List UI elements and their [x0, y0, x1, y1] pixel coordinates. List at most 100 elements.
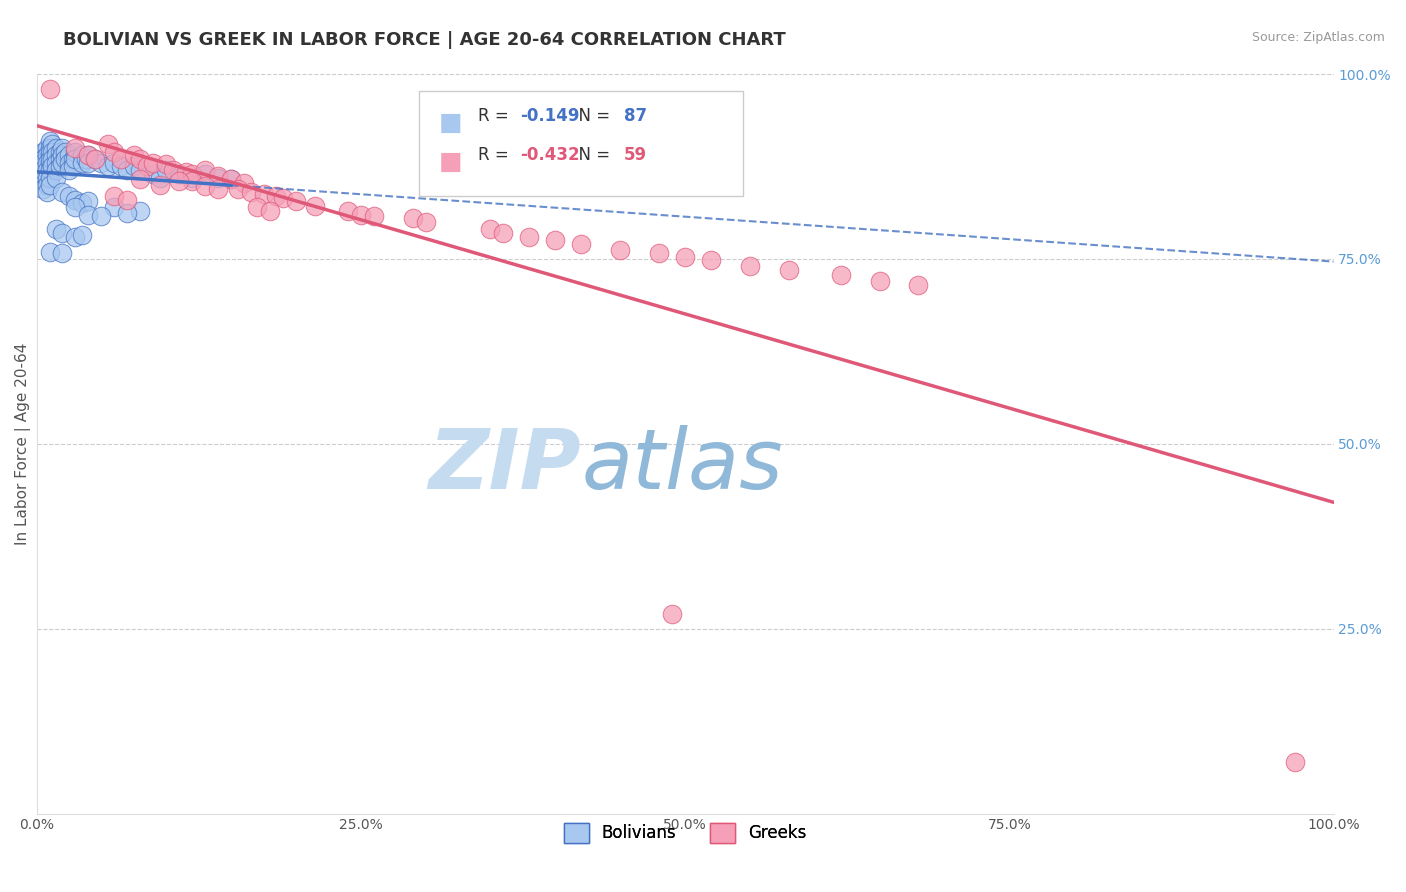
Point — [181, 174, 204, 188]
Point — [32, 163, 55, 178]
Point — [38, 178, 60, 192]
Point — [32, 160, 55, 174]
Point — [32, 167, 55, 181]
Point — [32, 152, 55, 166]
Point — [62, 160, 84, 174]
Text: ■: ■ — [439, 111, 463, 135]
Point — [35, 178, 58, 192]
Point — [142, 155, 165, 169]
Point — [38, 134, 60, 148]
Point — [38, 145, 60, 159]
Point — [167, 174, 190, 188]
Point — [45, 222, 67, 236]
Point — [167, 167, 190, 181]
Point — [181, 170, 204, 185]
Text: N =: N = — [568, 107, 616, 125]
Point — [226, 181, 249, 195]
Point — [103, 155, 125, 169]
Point — [77, 155, 100, 169]
Point — [58, 163, 80, 178]
Point — [304, 199, 326, 213]
Point — [415, 215, 437, 229]
Point — [65, 229, 87, 244]
Point — [49, 160, 72, 174]
Point — [103, 145, 125, 159]
Point — [35, 141, 58, 155]
Point — [155, 157, 177, 171]
Point — [65, 141, 87, 155]
Point — [51, 155, 73, 169]
Point — [35, 155, 58, 169]
Point — [492, 226, 515, 240]
Point — [207, 169, 229, 183]
Point — [32, 174, 55, 188]
Point — [45, 148, 67, 162]
Point — [271, 191, 294, 205]
Point — [35, 148, 58, 162]
Text: R =: R = — [478, 107, 513, 125]
Point — [38, 155, 60, 169]
Point — [869, 274, 891, 288]
Point — [53, 145, 76, 159]
Point — [239, 186, 262, 200]
Point — [38, 170, 60, 185]
Point — [149, 170, 172, 185]
Point — [38, 82, 60, 96]
Point — [77, 148, 100, 162]
Point — [350, 208, 373, 222]
Point — [661, 607, 683, 621]
Point — [49, 145, 72, 159]
Point — [38, 244, 60, 259]
Point — [194, 167, 217, 181]
Point — [117, 163, 139, 178]
Point — [41, 160, 63, 174]
Point — [41, 145, 63, 159]
Point — [65, 200, 87, 214]
Point — [569, 237, 592, 252]
Point — [117, 193, 139, 207]
Point — [519, 229, 541, 244]
Point — [51, 226, 73, 240]
Point — [65, 152, 87, 166]
Text: 59: 59 — [624, 146, 647, 164]
Text: ZIP: ZIP — [429, 425, 581, 507]
Point — [65, 145, 87, 159]
Point — [402, 211, 425, 226]
Point — [336, 203, 359, 218]
Point — [58, 189, 80, 203]
Point — [219, 172, 242, 186]
Point — [84, 152, 107, 166]
Point — [70, 228, 93, 243]
Point — [233, 177, 256, 191]
Point — [648, 246, 671, 260]
Point — [778, 263, 800, 277]
Point — [122, 148, 145, 162]
Point — [700, 253, 723, 268]
Point — [70, 196, 93, 211]
Point — [97, 137, 120, 152]
Point — [35, 186, 58, 200]
Text: BOLIVIAN VS GREEK IN LABOR FORCE | AGE 20-64 CORRELATION CHART: BOLIVIAN VS GREEK IN LABOR FORCE | AGE 2… — [63, 31, 786, 49]
Point — [246, 200, 269, 214]
Point — [174, 164, 197, 178]
Point — [77, 208, 100, 222]
Point — [162, 163, 184, 178]
Point — [103, 200, 125, 214]
Point — [149, 178, 172, 192]
Point — [181, 167, 204, 181]
Point — [207, 181, 229, 195]
Point — [45, 163, 67, 178]
Point — [62, 152, 84, 166]
Point — [129, 152, 152, 166]
Point — [738, 260, 761, 274]
Point — [110, 160, 132, 174]
Point — [907, 277, 929, 292]
Legend: Bolivians, Greeks: Bolivians, Greeks — [557, 816, 813, 849]
Point — [51, 246, 73, 260]
Point — [41, 152, 63, 166]
Point — [38, 148, 60, 162]
Point — [363, 209, 385, 223]
Point — [49, 152, 72, 166]
Point — [142, 167, 165, 181]
Point — [75, 152, 97, 166]
